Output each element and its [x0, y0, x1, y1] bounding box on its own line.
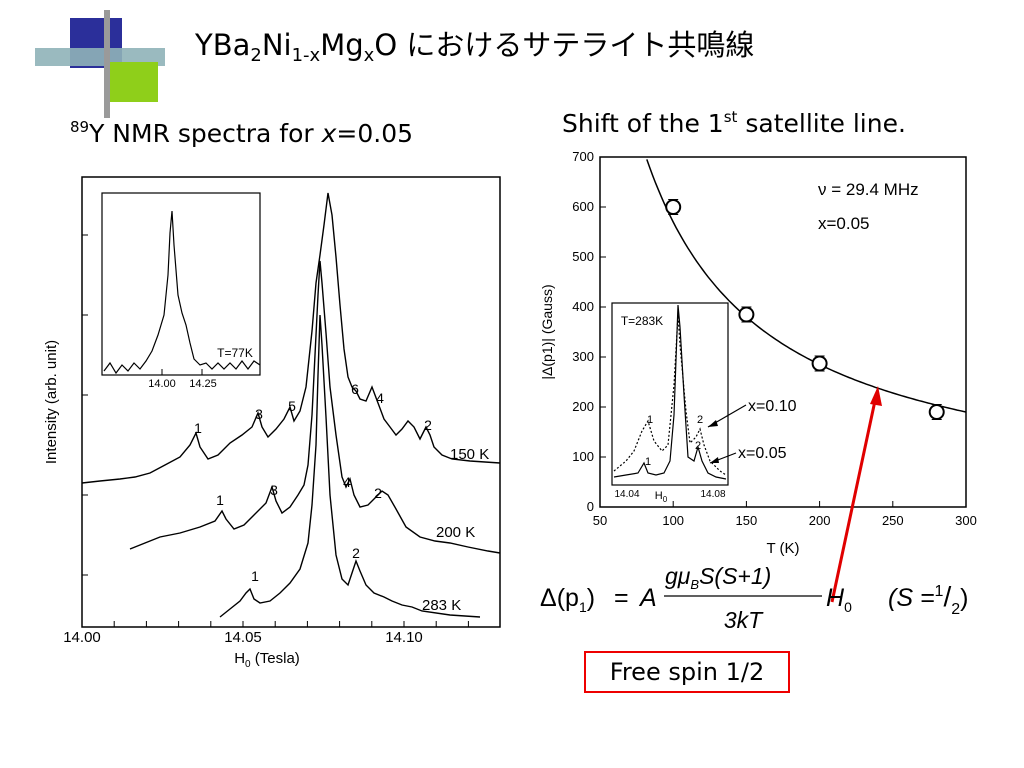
y-tick-label: 700	[572, 149, 594, 164]
shift-y-ticks: 0 100 200 300 400 500 600 700	[572, 149, 606, 514]
peak-label: 3	[270, 482, 278, 498]
x-tick-label: 14.05	[224, 629, 262, 646]
y-tick-label: 0	[587, 499, 594, 514]
peak-label: 4	[343, 474, 351, 490]
x-tick-label: 300	[955, 513, 977, 528]
spectra-x-label: H0 (Tesla)	[234, 650, 300, 670]
formula-coef: A	[638, 584, 657, 612]
formula-lhs: Δ(p1)	[540, 584, 595, 615]
data-points	[665, 199, 945, 420]
inset-series-label: x=0.10	[748, 398, 797, 415]
peak-label: 5	[288, 398, 296, 414]
x-tick-label: 14.10	[385, 629, 423, 646]
y-tick-label: 400	[572, 299, 594, 314]
series-label-150k: 150 K	[450, 446, 489, 463]
inset-series-label: x=0.05	[738, 445, 787, 462]
slide-title: YBa2Ni1-xMgxO におけるサテライト共鳴線	[195, 28, 755, 66]
data-point	[665, 199, 682, 215]
shift-x-label: T (K)	[766, 540, 799, 557]
peak-label: 1	[251, 568, 259, 584]
y-tick-label: 600	[572, 199, 594, 214]
x-tick-label: 150	[736, 513, 758, 528]
inset-line-solid	[613, 304, 727, 480]
series-label-283k: 283 K	[422, 597, 461, 614]
formula-field: H0	[826, 584, 852, 615]
y-tick-label: 200	[572, 399, 594, 414]
peak-label: 1	[194, 420, 202, 436]
left-subtitle: 89Y NMR spectra for x=0.05	[70, 118, 414, 148]
formula-numerator: gμBS(S+1)	[665, 563, 771, 592]
annotation-frequency: ν = 29.4 MHz	[818, 180, 919, 199]
formula-equals: =	[614, 584, 629, 612]
formula: Δ(p1) = A gμBS(S+1) 3kT H0 (S =1/2)	[540, 563, 968, 633]
shift-vs-temperature-chart: 50 100 150 200 250 300 0 100 200 300 400 500 600 700…	[539, 149, 977, 557]
x-tick-label: 14.00	[63, 629, 101, 646]
free-spin-label: Free spin 1/2	[584, 651, 790, 693]
series-line-150k	[81, 192, 501, 484]
fit-curve	[646, 159, 967, 413]
y-tick-label: 100	[572, 449, 594, 464]
inset-x-tick: 14.25	[189, 378, 217, 390]
red-arrowhead	[870, 386, 882, 406]
spectra-x-ticks	[81, 621, 469, 627]
x-tick-label: 50	[593, 513, 607, 528]
inset-peak-label: 2	[697, 414, 703, 426]
inset-label: T=283K	[621, 314, 663, 328]
x-tick-label: 100	[662, 513, 684, 528]
peak-label: 2	[374, 485, 382, 501]
deco-vertical-line	[104, 10, 110, 118]
peak-label: 2	[424, 417, 432, 433]
inset-x-tick: 14.00	[148, 378, 176, 390]
peak-label: 3	[255, 406, 263, 422]
y-tick-label: 300	[572, 349, 594, 364]
x-tick-label: 250	[882, 513, 904, 528]
series-label-200k: 200 K	[436, 524, 475, 541]
inset-x-tick: 14.04	[614, 489, 639, 500]
spectra-inset: T=77K 14.00 14.25	[101, 192, 261, 390]
shift-x-ticks: 50 100 150 200 250 300	[593, 501, 977, 528]
inset-line-77k	[103, 210, 261, 375]
peak-label: 1	[216, 492, 224, 508]
red-arrow-shaft	[830, 395, 878, 603]
nmr-spectra-chart: Intensity (arb. unit) H0 (Tesla) 1 3 5 6…	[43, 176, 501, 670]
inset-line-dotted	[613, 314, 727, 476]
formula-condition: (S =1/2)	[888, 581, 968, 618]
inset-x-label: H0	[655, 490, 668, 504]
peak-label: 2	[352, 545, 360, 561]
spectra-y-ticks	[82, 234, 88, 576]
spectra-y-label: Intensity (arb. unit)	[43, 340, 60, 464]
inset-label: T=77K	[217, 346, 253, 360]
formula-denominator: 3kT	[724, 607, 764, 633]
series-line-283k	[219, 314, 481, 618]
y-tick-label: 500	[572, 249, 594, 264]
inset-peak-label: 1	[645, 456, 651, 468]
inset-x-tick: 14.08	[700, 489, 725, 500]
peak-label: 6	[351, 381, 359, 397]
shift-frame	[599, 156, 967, 508]
arrowhead	[708, 420, 718, 427]
series-line-200k	[129, 260, 501, 554]
inset-peak-label: 2	[695, 440, 701, 452]
deco-gray-bar	[35, 48, 165, 66]
data-point	[928, 404, 945, 420]
red-arrow	[830, 386, 882, 603]
data-point	[738, 306, 755, 323]
shift-inset: T=283K 1 1 2 2 14.04 14.08 H0 x=0.10 x=0…	[611, 302, 797, 504]
annotation-x: x=0.05	[818, 214, 870, 233]
shift-y-label: |Δ(p1)| (Gauss)	[539, 284, 555, 379]
inset-frame	[101, 192, 261, 376]
arrowhead	[710, 457, 719, 463]
peak-label: 4	[376, 390, 384, 406]
deco-green-square	[108, 62, 158, 102]
x-tick-label: 200	[809, 513, 831, 528]
inset-peak-label: 1	[647, 414, 653, 426]
right-subtitle: Shift of the 1st satellite line.	[562, 108, 906, 138]
data-point	[811, 355, 828, 372]
spectra-frame	[81, 176, 501, 628]
